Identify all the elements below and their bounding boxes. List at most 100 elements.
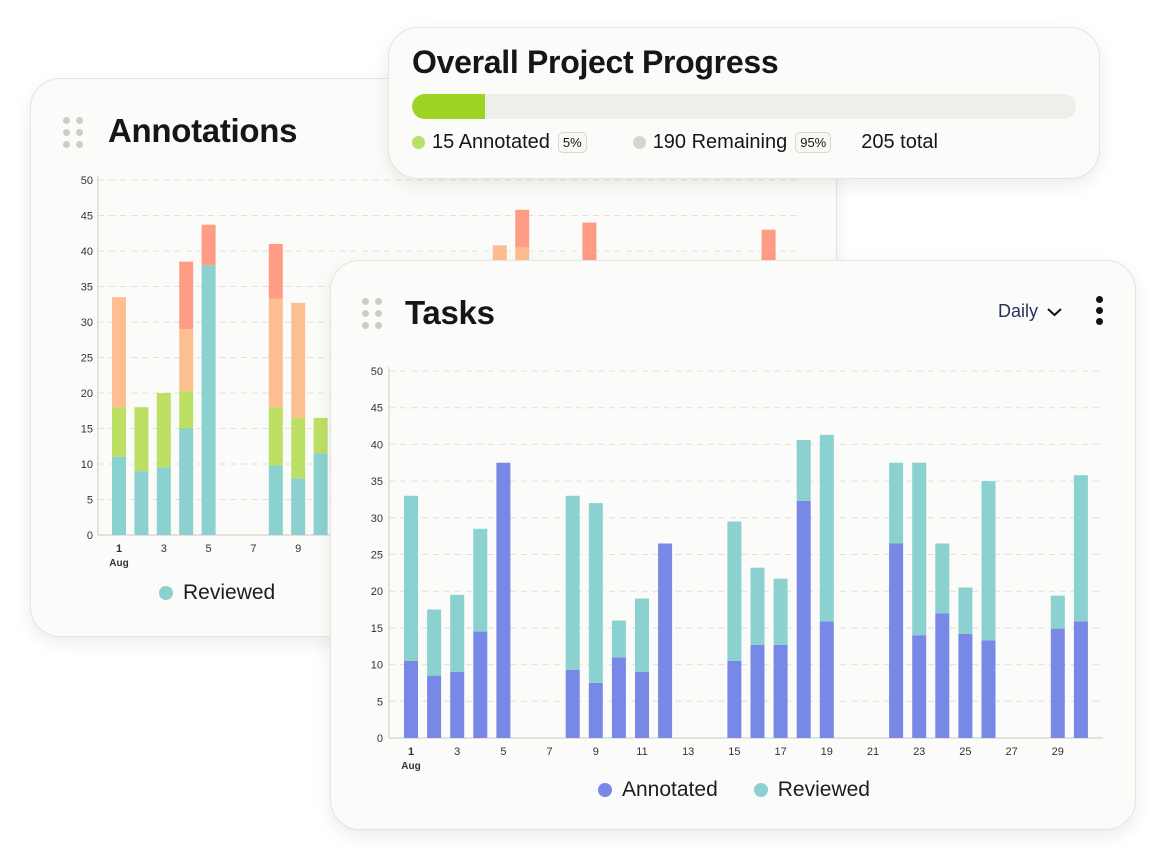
bar-segment-reviewed bbox=[473, 528, 488, 632]
bar-segment-series bbox=[268, 407, 283, 466]
bar-segment-annotated bbox=[473, 631, 488, 738]
x-tick-label: 19 bbox=[821, 746, 833, 758]
legend-label: Reviewed bbox=[777, 778, 870, 801]
more-options-icon[interactable] bbox=[1094, 296, 1104, 325]
bar-segment-series bbox=[201, 224, 216, 266]
x-tick-label: 25 bbox=[959, 746, 971, 758]
bar-segment-reviewed bbox=[750, 567, 765, 645]
legend-item-annotated[interactable]: Annotated bbox=[598, 778, 718, 802]
bar-segment-reviewed bbox=[889, 462, 904, 544]
bar-segment-series bbox=[112, 407, 126, 457]
bar-segment-reviewed bbox=[112, 456, 126, 535]
x-tick-label: 17 bbox=[774, 746, 786, 758]
bar-segment-reviewed bbox=[268, 465, 283, 535]
y-tick-label: 35 bbox=[371, 476, 383, 488]
legend-dot-icon bbox=[159, 586, 173, 600]
annotations-title: Annotations bbox=[108, 112, 298, 149]
x-tick-label: 11 bbox=[636, 746, 647, 758]
annotated-count: 15 Annotated bbox=[432, 131, 550, 153]
bar-segment-reviewed bbox=[635, 598, 649, 672]
bar-segment-annotated bbox=[819, 621, 834, 738]
legend-item-reviewed[interactable]: Reviewed bbox=[159, 581, 275, 605]
y-tick-label: 40 bbox=[81, 246, 93, 258]
x-tick-label: 21 bbox=[867, 746, 879, 758]
y-tick-label: 50 bbox=[81, 175, 93, 187]
bar-segment-reviewed bbox=[291, 478, 306, 535]
x-tick-label: 3 bbox=[454, 746, 460, 758]
bar-segment-reviewed bbox=[796, 439, 811, 501]
y-tick-label: 0 bbox=[87, 530, 93, 542]
bar-segment-annotated bbox=[958, 633, 973, 738]
y-tick-label: 20 bbox=[371, 586, 383, 598]
bar-segment-reviewed bbox=[313, 453, 328, 535]
bar-segment-annotated bbox=[1073, 621, 1088, 738]
bar-segment-reviewed bbox=[134, 471, 149, 535]
x-tick-label: 23 bbox=[913, 746, 925, 758]
legend-dot-icon bbox=[753, 783, 768, 797]
progress-summary: 15 Annotated 5% 190 Remaining 95% 205 to… bbox=[412, 131, 938, 154]
bar-segment-series bbox=[268, 298, 283, 408]
y-tick-label: 10 bbox=[81, 459, 93, 471]
bar-segment-reviewed bbox=[588, 503, 603, 683]
y-tick-label: 5 bbox=[87, 495, 93, 507]
progress-bar bbox=[412, 94, 1076, 119]
y-tick-label: 15 bbox=[81, 424, 93, 436]
x-tick-label: 5 bbox=[206, 543, 212, 555]
legend-item-reviewed[interactable]: Reviewed bbox=[753, 778, 870, 802]
x-tick-label: 29 bbox=[1052, 746, 1064, 758]
tasks-legend: Annotated Reviewed bbox=[598, 778, 906, 802]
bar-segment-annotated bbox=[981, 640, 996, 738]
bar-segment-annotated bbox=[427, 675, 442, 738]
bar-segment-reviewed bbox=[427, 609, 442, 676]
annotated-percent-badge: 5% bbox=[557, 132, 587, 153]
x-month-label: Aug bbox=[401, 761, 420, 772]
y-tick-label: 15 bbox=[371, 623, 383, 635]
remaining-dot-icon bbox=[632, 136, 646, 149]
bar-segment-annotated bbox=[404, 660, 418, 738]
y-tick-label: 25 bbox=[81, 353, 93, 365]
y-tick-label: 45 bbox=[371, 403, 383, 415]
remaining-percent-badge: 95% bbox=[795, 132, 832, 153]
drag-handle-icon[interactable] bbox=[362, 298, 382, 329]
chevron-down-icon bbox=[1047, 307, 1062, 316]
bar-segment-annotated bbox=[658, 543, 673, 738]
bar-segment-reviewed bbox=[912, 462, 927, 636]
bar-segment-series bbox=[179, 261, 194, 330]
annotated-dot-icon bbox=[412, 136, 425, 149]
bar-segment-reviewed bbox=[179, 428, 194, 535]
legend-dot-icon bbox=[598, 783, 612, 797]
y-tick-label: 40 bbox=[371, 439, 383, 451]
bar-segment-reviewed bbox=[727, 521, 742, 661]
bar-segment-series bbox=[515, 209, 530, 248]
period-dropdown-value: Daily bbox=[998, 301, 1039, 321]
bar-segment-annotated bbox=[611, 657, 626, 738]
total-count: 205 total bbox=[861, 131, 938, 153]
bar-segment-series bbox=[313, 417, 328, 454]
y-tick-label: 50 bbox=[371, 366, 383, 378]
remaining-count: 190 Remaining bbox=[652, 131, 788, 153]
legend-label: Annotated bbox=[622, 778, 718, 801]
tasks-title: Tasks bbox=[405, 294, 495, 331]
progress-bar-fill bbox=[412, 94, 486, 119]
x-tick-label: 5 bbox=[500, 746, 506, 758]
y-tick-label: 30 bbox=[371, 513, 383, 525]
x-tick-label: 1 bbox=[408, 746, 414, 758]
y-tick-label: 45 bbox=[81, 211, 93, 223]
period-dropdown[interactable]: Daily bbox=[998, 301, 1062, 322]
y-tick-label: 35 bbox=[81, 282, 93, 294]
bar-segment-reviewed bbox=[565, 495, 580, 670]
bar-segment-reviewed bbox=[773, 578, 788, 645]
bar-segment-annotated bbox=[727, 660, 742, 738]
bar-segment-series bbox=[268, 243, 283, 299]
y-tick-label: 20 bbox=[81, 388, 93, 400]
legend-label: Reviewed bbox=[183, 581, 276, 604]
bar-segment-annotated bbox=[588, 682, 603, 738]
bar-segment-annotated bbox=[450, 671, 465, 738]
bar-segment-annotated bbox=[935, 613, 950, 738]
bar-segment-reviewed bbox=[958, 587, 973, 634]
x-tick-label: 27 bbox=[1005, 746, 1017, 758]
x-tick-label: 3 bbox=[161, 543, 167, 555]
drag-handle-icon[interactable] bbox=[63, 117, 83, 148]
bar-segment-series bbox=[156, 393, 171, 468]
